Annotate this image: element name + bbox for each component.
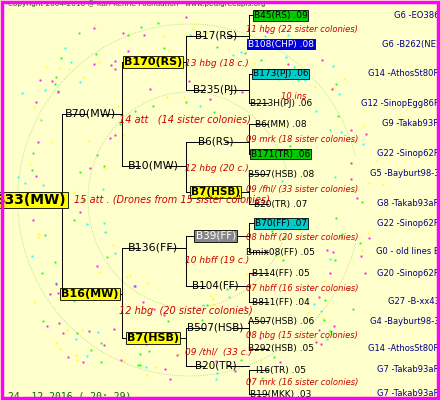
Text: G12 -SinopEgg86R: G12 -SinopEgg86R	[361, 99, 440, 108]
Text: B39(FF): B39(FF)	[195, 231, 236, 241]
Text: B114(FF) .05: B114(FF) .05	[252, 269, 310, 278]
Text: B17(RS): B17(RS)	[194, 31, 237, 41]
Text: B70(MW): B70(MW)	[65, 109, 116, 119]
Text: 09 /thl/  (33 c.): 09 /thl/ (33 c.)	[185, 348, 252, 356]
Text: 24- 12-2016 ( 20: 29): 24- 12-2016 ( 20: 29)	[8, 391, 131, 400]
Text: 12 hbg  (20 sister colonies): 12 hbg (20 sister colonies)	[119, 306, 253, 316]
Text: B70(FF) .07: B70(FF) .07	[255, 219, 307, 228]
Text: B19(MKK) .03: B19(MKK) .03	[250, 390, 312, 398]
Text: B108(CHP) .08: B108(CHP) .08	[248, 40, 314, 48]
Text: G6 -EO386: G6 -EO386	[394, 11, 440, 20]
Text: G8 -Takab93aR: G8 -Takab93aR	[377, 200, 440, 208]
Text: 09 /fhl/ (33 sister colonies): 09 /fhl/ (33 sister colonies)	[246, 185, 359, 194]
Text: B20(TR): B20(TR)	[195, 361, 236, 371]
Text: G6 -B262(NE): G6 -B262(NE)	[382, 40, 440, 48]
Text: 08 hbg (15 sister colonies): 08 hbg (15 sister colonies)	[246, 331, 358, 340]
Text: B507(HSB): B507(HSB)	[187, 323, 244, 333]
Text: B170(RS): B170(RS)	[124, 57, 182, 67]
Text: Bmix08(FF) .05: Bmix08(FF) .05	[246, 248, 315, 256]
Text: 15 att . (Drones from 15 sister colonies): 15 att . (Drones from 15 sister colonies…	[74, 195, 270, 205]
Text: G7 -Takab93aR: G7 -Takab93aR	[377, 366, 440, 374]
Text: B213H(PJ) .06: B213H(PJ) .06	[249, 99, 312, 108]
Text: 07 hbff (16 sister colonies): 07 hbff (16 sister colonies)	[246, 284, 359, 292]
Text: Copyright 2004-2016 @ Karl Kehrle Foundation   www.pedigreeapis.org: Copyright 2004-2016 @ Karl Kehrle Founda…	[8, 0, 265, 7]
Text: B20(TR) .07: B20(TR) .07	[254, 200, 308, 208]
Text: I16(TR) .05: I16(TR) .05	[256, 366, 306, 374]
Text: B292(HSB) .05: B292(HSB) .05	[248, 344, 314, 353]
Text: 07 mrk (16 sister colonies): 07 mrk (16 sister colonies)	[246, 378, 359, 387]
Text: 12 hbg (20 c.): 12 hbg (20 c.)	[185, 164, 249, 173]
Text: 13 hbg (18 c.): 13 hbg (18 c.)	[185, 60, 249, 68]
Text: B136(FF): B136(FF)	[128, 243, 178, 253]
Text: G20 -Sinop62R: G20 -Sinop62R	[377, 269, 440, 278]
Text: G14 -AthosSt80R: G14 -AthosSt80R	[368, 344, 440, 353]
Text: B104(FF): B104(FF)	[192, 281, 239, 291]
Text: B7(HSB): B7(HSB)	[191, 187, 240, 197]
Text: B6(MM) .08: B6(MM) .08	[255, 120, 307, 128]
Text: G27 -B-xx43: G27 -B-xx43	[388, 298, 440, 306]
Text: B6(RS): B6(RS)	[198, 137, 233, 147]
Text: 14 att   (14 sister colonies): 14 att (14 sister colonies)	[119, 115, 251, 125]
Text: G5 -Bayburt98-3: G5 -Bayburt98-3	[370, 170, 440, 178]
Text: G22 -Sinop62R: G22 -Sinop62R	[377, 150, 440, 158]
Text: G14 -AthosSt80R: G14 -AthosSt80R	[368, 70, 440, 78]
Text: B173(PJ) .06: B173(PJ) .06	[253, 70, 308, 78]
Text: A507(HSB) .06: A507(HSB) .06	[248, 317, 314, 326]
Text: B171(TR) .06: B171(TR) .06	[251, 150, 310, 158]
Text: G9 -Takab93R: G9 -Takab93R	[382, 120, 440, 128]
Text: B811(FF) .04: B811(FF) .04	[252, 298, 310, 306]
Text: 10 hbff (19 c.): 10 hbff (19 c.)	[185, 256, 249, 264]
Text: G22 -Sinop62R: G22 -Sinop62R	[377, 219, 440, 228]
Text: B33(MW): B33(MW)	[0, 193, 66, 207]
Text: B235(PJ): B235(PJ)	[194, 85, 238, 95]
Text: B507(HSB) .08: B507(HSB) .08	[248, 170, 314, 178]
Text: 08 hbff (20 sister colonies): 08 hbff (20 sister colonies)	[246, 233, 359, 242]
Text: 09 mrk (18 sister colonies): 09 mrk (18 sister colonies)	[246, 135, 359, 144]
Text: B10(MW): B10(MW)	[128, 161, 179, 171]
Text: 10 ins: 10 ins	[281, 92, 306, 101]
Text: G0 - old lines B: G0 - old lines B	[376, 248, 440, 256]
Text: B7(HSB): B7(HSB)	[127, 333, 179, 343]
Text: 11 hbg (22 sister colonies): 11 hbg (22 sister colonies)	[246, 25, 358, 34]
Text: B45(RS) .09: B45(RS) .09	[254, 11, 308, 20]
Text: G4 -Bayburt98-3: G4 -Bayburt98-3	[370, 317, 440, 326]
Text: G7 -Takab93aR: G7 -Takab93aR	[377, 390, 440, 398]
Text: B16(MW): B16(MW)	[62, 289, 119, 299]
